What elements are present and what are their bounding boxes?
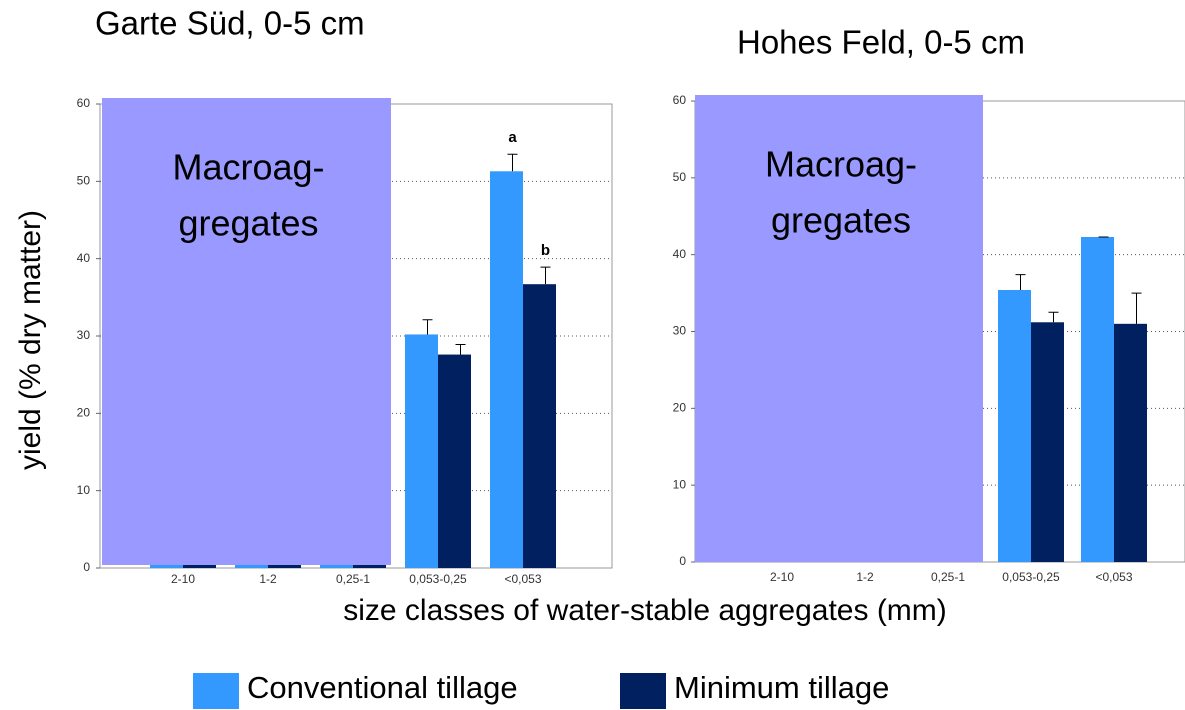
- overlay-text: gregates: [178, 203, 318, 244]
- annotation: a: [508, 129, 517, 146]
- error-bar: [1131, 292, 1142, 324]
- y-tick-label: 30: [77, 328, 91, 342]
- y-tick-label: 0: [83, 560, 90, 574]
- error-bar: [507, 153, 518, 172]
- x-tick-label: 0,25-1: [336, 572, 370, 586]
- error-bar: [1015, 274, 1026, 291]
- x-tick-label: 2-10: [171, 572, 195, 586]
- y-tick-label: 50: [77, 174, 91, 188]
- legend-swatch: [620, 673, 666, 709]
- bar: [1031, 322, 1064, 562]
- x-tick-label: 2-10: [770, 570, 794, 584]
- x-tick-label: 0,25-1: [931, 570, 965, 584]
- x-tick-label: 1-2: [259, 572, 277, 586]
- chart-title: Hohes Feld, 0-5 cm: [737, 24, 1025, 61]
- bar: [1081, 236, 1114, 562]
- bar: [998, 290, 1031, 562]
- bar: [523, 284, 556, 568]
- y-tick-label: 60: [77, 96, 91, 110]
- overlay-box: [695, 95, 983, 562]
- y-tick-label: 30: [673, 324, 687, 338]
- bar: [490, 171, 523, 568]
- annotation: b: [541, 242, 550, 259]
- x-tick-label: 0,053-0,25: [1002, 570, 1060, 584]
- y-tick-label: 10: [77, 483, 91, 497]
- overlay-text: gregates: [771, 200, 911, 241]
- error-bar: [1048, 311, 1059, 323]
- y-tick-label: 40: [673, 247, 687, 261]
- bar: [405, 334, 438, 568]
- chart-title: Garte Süd, 0-5 cm: [95, 5, 365, 42]
- bar: [438, 354, 471, 568]
- legend-label: Minimum tillage: [674, 670, 889, 705]
- overlay-text: Macroag-: [765, 144, 917, 185]
- legend-swatch: [193, 673, 239, 709]
- y-tick-label: 60: [673, 93, 687, 107]
- x-tick-label: 0,053-0,25: [409, 572, 467, 586]
- bar: [1114, 323, 1147, 562]
- error-bar: [455, 344, 466, 355]
- x-tick-label: <0,053: [1095, 570, 1132, 584]
- x-tick-label: <0,053: [504, 572, 541, 586]
- y-tick-label: 0: [679, 554, 686, 568]
- overlay-box: [102, 98, 391, 565]
- y-tick-label: 10: [673, 477, 687, 491]
- bar: [235, 564, 268, 568]
- legend: Conventional tillage Minimum tillage: [193, 670, 889, 709]
- y-axis-label: yield (% dry matter): [14, 210, 47, 470]
- x-tick-label: 1-2: [856, 570, 874, 584]
- error-bar: [422, 319, 433, 335]
- y-tick-label: 20: [673, 401, 687, 415]
- y-tick-label: 20: [77, 406, 91, 420]
- error-bar: [540, 266, 551, 285]
- x-axis-label: size classes of water-stable aggregates …: [343, 594, 947, 627]
- y-tick-label: 40: [77, 251, 91, 265]
- legend-label: Conventional tillage: [247, 670, 518, 705]
- y-tick-label: 50: [673, 170, 687, 184]
- overlay-text: Macroag-: [172, 147, 324, 188]
